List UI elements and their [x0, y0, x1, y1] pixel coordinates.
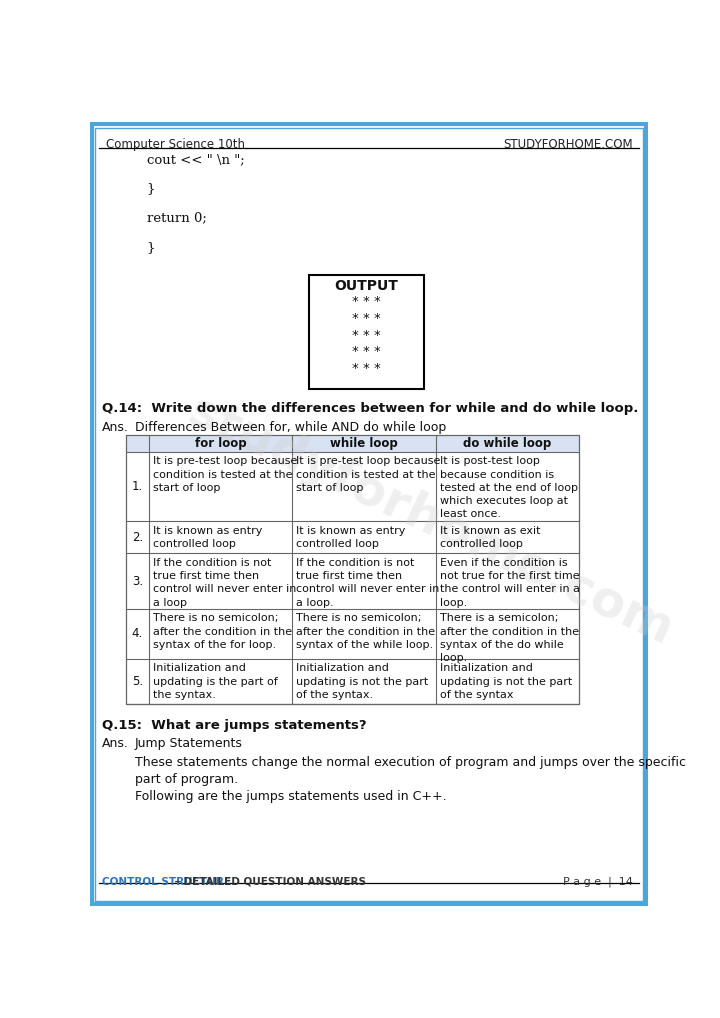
- Text: Q.14:  Write down the differences between for while and do while loop.: Q.14: Write down the differences between…: [102, 402, 639, 415]
- Text: * * *: * * *: [352, 312, 381, 325]
- Text: There is no semicolon;
after the condition in the
syntax of the while loop.: There is no semicolon; after the conditi…: [296, 614, 436, 649]
- Text: If the condition is not
true first time then
control will never enter in
a loop: If the condition is not true first time …: [153, 558, 296, 608]
- Text: STUDYFORHOME.COM: STUDYFORHOME.COM: [503, 137, 632, 151]
- Text: Q.15:  What are jumps statements?: Q.15: What are jumps statements?: [102, 719, 367, 732]
- Text: Ans.: Ans.: [102, 737, 130, 750]
- Text: There is a semicolon;
after the condition in the
syntax of the do while
loop.: There is a semicolon; after the conditio…: [439, 614, 579, 663]
- Text: There is no semicolon;
after the condition in the
syntax of the for loop.: There is no semicolon; after the conditi…: [153, 614, 292, 649]
- Text: Initialization and
updating is not the part
of the syntax: Initialization and updating is not the p…: [439, 664, 572, 699]
- Text: It is pre-test loop because
condition is tested at the
start of loop: It is pre-test loop because condition is…: [296, 456, 441, 493]
- Text: do while loop: do while loop: [463, 437, 552, 450]
- Bar: [126, 554, 579, 609]
- Bar: [310, 275, 424, 389]
- Text: studyforhome.com: studyforhome.com: [181, 387, 681, 655]
- Text: Jump Statements: Jump Statements: [135, 737, 243, 750]
- Text: 1.: 1.: [132, 479, 143, 493]
- Text: It is known as entry
controlled loop: It is known as entry controlled loop: [296, 525, 405, 549]
- Text: If the condition is not
true first time then
control will never enter in
a loop.: If the condition is not true first time …: [296, 558, 439, 608]
- Text: 5.: 5.: [132, 675, 143, 688]
- Text: return 0;: return 0;: [130, 212, 207, 225]
- Text: It is known as entry
controlled loop: It is known as entry controlled loop: [153, 525, 262, 549]
- Text: OUTPUT: OUTPUT: [335, 279, 399, 293]
- Text: 4.: 4.: [132, 627, 143, 640]
- Text: Differences Between for, while AND do while loop: Differences Between for, while AND do wh…: [135, 420, 446, 434]
- Text: Initialization and
updating is not the part
of the syntax.: Initialization and updating is not the p…: [296, 664, 428, 699]
- Text: Following are the jumps statements used in C++.: Following are the jumps statements used …: [135, 790, 446, 803]
- Text: These statements change the normal execution of program and jumps over the speci: These statements change the normal execu…: [135, 756, 686, 786]
- Text: cout << " \n ";: cout << " \n ";: [130, 153, 245, 166]
- Text: It is pre-test loop because
condition is tested at the
start of loop: It is pre-test loop because condition is…: [153, 456, 297, 493]
- Text: }: }: [130, 240, 156, 253]
- Text: Computer Science 10th: Computer Science 10th: [106, 137, 245, 151]
- Bar: [126, 659, 579, 703]
- Text: It is known as exit
controlled loop: It is known as exit controlled loop: [439, 525, 540, 549]
- Text: Even if the condition is
not true for the first time
the control will enter in a: Even if the condition is not true for th…: [439, 558, 580, 608]
- Bar: [126, 521, 579, 554]
- Text: Initialization and
updating is the part of
the syntax.: Initialization and updating is the part …: [153, 664, 277, 699]
- Text: while loop: while loop: [330, 437, 398, 450]
- Text: * * *: * * *: [352, 294, 381, 307]
- Text: It is post-test loop
because condition is
tested at the end of loop
which execut: It is post-test loop because condition i…: [439, 456, 577, 519]
- Text: * * *: * * *: [352, 362, 381, 376]
- Bar: [126, 452, 579, 521]
- Bar: [126, 435, 579, 703]
- Text: for loop: for loop: [195, 437, 246, 450]
- Bar: [126, 609, 579, 659]
- Text: 3.: 3.: [132, 574, 143, 587]
- Text: }: }: [130, 182, 156, 195]
- Text: – DETAILED QUESTION ANSWERS: – DETAILED QUESTION ANSWERS: [171, 876, 366, 887]
- Text: 2.: 2.: [132, 530, 143, 544]
- Text: P a g e  |  14: P a g e | 14: [562, 876, 632, 887]
- Text: Ans.: Ans.: [102, 420, 130, 434]
- Text: CONTROL STRUCTURE: CONTROL STRUCTURE: [102, 876, 232, 887]
- Text: * * *: * * *: [352, 329, 381, 341]
- Bar: [126, 435, 579, 452]
- Text: * * *: * * *: [352, 345, 381, 358]
